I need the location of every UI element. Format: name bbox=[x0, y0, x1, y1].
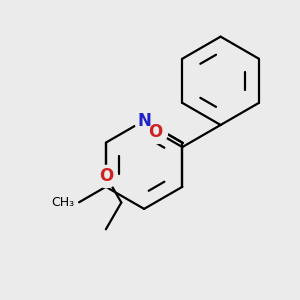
Text: O: O bbox=[99, 167, 113, 185]
Text: N: N bbox=[137, 112, 151, 130]
Text: O: O bbox=[148, 123, 163, 141]
Text: CH₃: CH₃ bbox=[52, 196, 75, 209]
